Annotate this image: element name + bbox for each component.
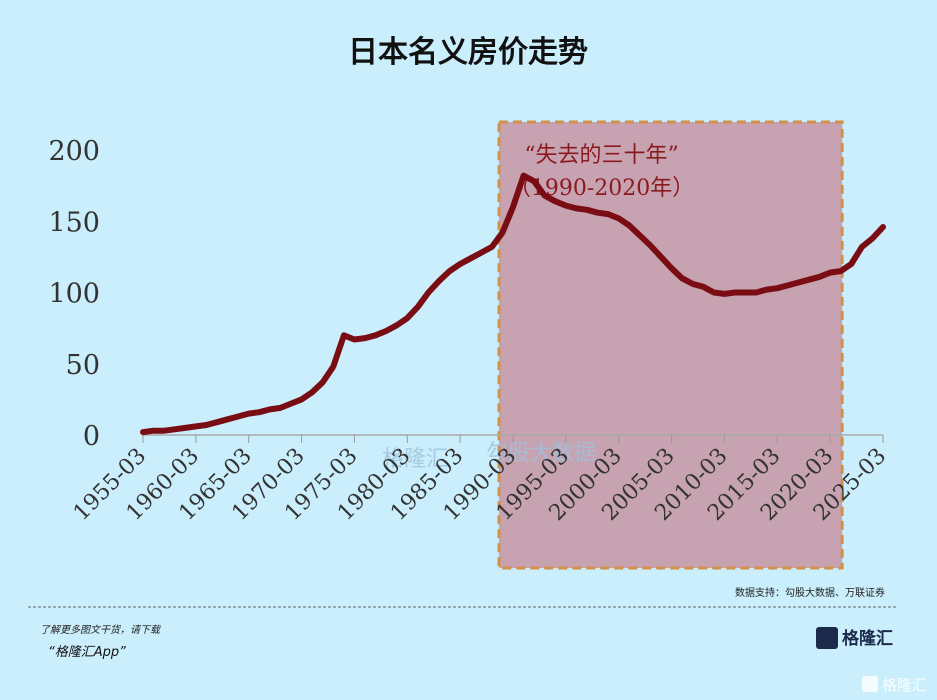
logo-icon <box>816 627 838 649</box>
annotation: “失去的三十年” <box>524 143 679 168</box>
y-tick-label: 0 <box>83 421 100 452</box>
shaded-period <box>497 120 844 570</box>
footer-app: “格隆汇App” <box>48 645 126 660</box>
watermark: 勾股大数据 <box>486 441 596 466</box>
watermark: 格隆汇 <box>382 447 448 472</box>
y-tick-label: 50 <box>66 350 100 381</box>
plot: “失去的三十年”（1990-2020年）格隆汇 勾股大数据050100150200… <box>48 120 891 570</box>
logo-text: 格隆汇 <box>842 628 893 649</box>
footer-note: 了解更多图文干货，请下载 <box>40 624 162 636</box>
y-tick-label: 150 <box>48 207 100 238</box>
data-line <box>140 172 886 436</box>
y-tick-label: 200 <box>48 136 100 167</box>
source: 数据支持：勾股大数据、万联证券 <box>735 586 885 599</box>
y-tick-label: 100 <box>48 279 100 310</box>
corner-text: 格隆汇 <box>882 676 927 694</box>
corner-icon <box>862 676 878 692</box>
chart-title: 日本名义房价走势 <box>348 35 588 70</box>
